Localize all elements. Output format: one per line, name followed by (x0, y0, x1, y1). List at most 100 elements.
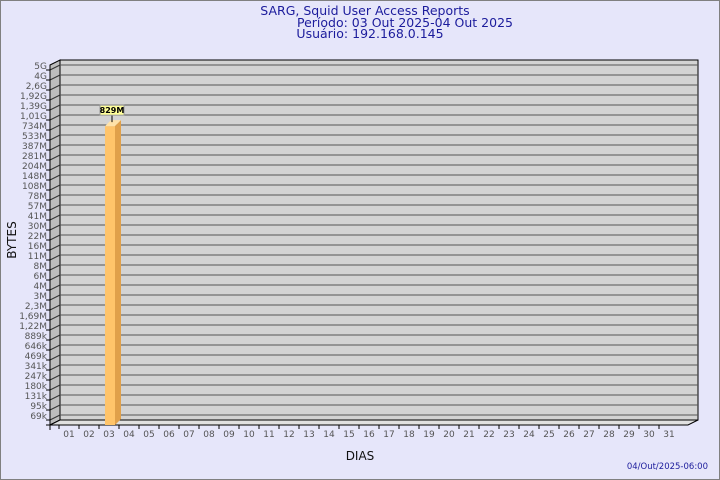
x-tick-label: 18 (403, 430, 415, 440)
bar-label-box (99, 104, 125, 116)
y-tick-label: 8M (34, 262, 48, 272)
x-tick-label: 07 (183, 430, 194, 440)
grid-diagonal (49, 304, 61, 311)
grid-diagonal (49, 164, 61, 171)
grid-diagonal (49, 74, 61, 81)
plot-back-wall (59, 59, 699, 421)
y-tick-label: 646k (25, 342, 48, 352)
x-tick-label: 15 (343, 430, 354, 440)
y-tick-label: 11M (28, 252, 47, 262)
x-tick-label: 01 (63, 430, 74, 440)
y-tick-label: 247k (25, 372, 48, 382)
bar-top (105, 120, 121, 127)
grid-diagonal (49, 174, 61, 181)
grid-diagonal (49, 314, 61, 321)
grid-diagonal (49, 244, 61, 251)
y-tick-label: 341k (25, 362, 48, 372)
y-tick-label: 4G (34, 72, 47, 82)
x-tick-label: 05 (143, 430, 154, 440)
x-tick-label: 23 (503, 430, 514, 440)
x-tick-label: 09 (223, 430, 235, 440)
grid-diagonal (49, 104, 61, 111)
x-tick-label: 31 (663, 430, 674, 440)
grid-diagonal (49, 404, 61, 411)
y-tick-label: 131k (25, 392, 48, 402)
y-tick-label: 22M (28, 232, 47, 242)
x-tick-label: 04 (123, 430, 135, 440)
x-tick-label: 24 (523, 430, 535, 440)
y-tick-label: 16M (28, 242, 47, 252)
x-tick-label: 16 (363, 430, 375, 440)
y-tick-label: 281M (22, 152, 47, 162)
x-tick-label: 08 (203, 430, 215, 440)
grid-diagonal (49, 354, 61, 361)
x-tick-label: 28 (603, 430, 615, 440)
x-tick-label: 11 (263, 430, 274, 440)
plot-floor (49, 419, 699, 426)
y-tick-label: 41M (28, 212, 47, 222)
grid-diagonal (49, 234, 61, 241)
y-tick-label: 533M (22, 132, 47, 142)
grid-diagonal (49, 84, 61, 91)
grid-diagonal (49, 374, 61, 381)
y-tick-label: 148M (22, 172, 47, 182)
x-tick-label: 22 (483, 430, 494, 440)
chart-subtitle-user: Usuário: 192.168.0.145 (296, 26, 443, 41)
grid-diagonal (49, 94, 61, 101)
x-tick-label: 17 (383, 430, 394, 440)
y-tick-label: 1,01G (20, 112, 47, 122)
grid-diagonal (49, 254, 61, 261)
y-tick-label: 469k (25, 352, 48, 362)
grid-diagonal (49, 64, 61, 71)
x-axis-label: DIAS (346, 449, 375, 463)
bar-value-label: 829M (100, 106, 125, 115)
grid-diagonal (49, 394, 61, 401)
y-tick-label: 2,6G (26, 82, 47, 92)
y-tick-label: 1,69M (19, 312, 47, 322)
x-tick-label: 03 (103, 430, 114, 440)
grid-diagonal (49, 294, 61, 301)
y-tick-label: 1,39G (20, 102, 47, 112)
grid-diagonal (49, 284, 61, 291)
y-tick-label: 1,22M (19, 322, 47, 332)
grid-diagonal (49, 214, 61, 221)
x-tick-label: 12 (283, 430, 294, 440)
x-tick-label: 19 (423, 430, 435, 440)
y-tick-label: 3M (34, 292, 48, 302)
x-tick-label: 27 (583, 430, 594, 440)
y-tick-label: 734M (22, 122, 47, 132)
plot-side-wall (49, 59, 61, 426)
bar (105, 126, 115, 425)
x-tick-label: 02 (83, 430, 94, 440)
x-tick-label: 06 (163, 430, 175, 440)
footer-timestamp: 04/Out/2025-06:00 (627, 462, 708, 472)
grid-diagonal (49, 414, 61, 421)
y-tick-label: 69k (30, 412, 47, 422)
grid-diagonal (49, 384, 61, 391)
y-tick-label: 78M (28, 192, 47, 202)
y-tick-label: 889k (25, 332, 48, 342)
grid-diagonal (49, 134, 61, 141)
y-tick-label: 2,3M (25, 302, 47, 312)
x-tick-label: 30 (643, 430, 655, 440)
y-tick-label: 1,92G (20, 92, 47, 102)
grid-diagonal (49, 204, 61, 211)
x-tick-label: 21 (463, 430, 474, 440)
y-tick-label: 95k (30, 402, 47, 412)
y-tick-label: 108M (22, 182, 47, 192)
y-tick-label: 387M (22, 142, 47, 152)
y-tick-label: 4M (34, 282, 48, 292)
grid-diagonal (49, 364, 61, 371)
chart-title: SARG, Squid User Access Reports (260, 3, 469, 18)
grid-diagonal (49, 264, 61, 271)
x-tick-label: 26 (563, 430, 575, 440)
y-tick-label: 57M (28, 202, 47, 212)
x-tick-label: 10 (243, 430, 255, 440)
grid-diagonal (49, 114, 61, 121)
chart-subtitle-period: Período: 03 Out 2025-04 Out 2025 (297, 15, 513, 30)
grid-diagonal (49, 194, 61, 201)
x-tick-label: 25 (543, 430, 554, 440)
y-tick-label: 6M (34, 272, 48, 282)
y-tick-label: 30M (28, 222, 47, 232)
